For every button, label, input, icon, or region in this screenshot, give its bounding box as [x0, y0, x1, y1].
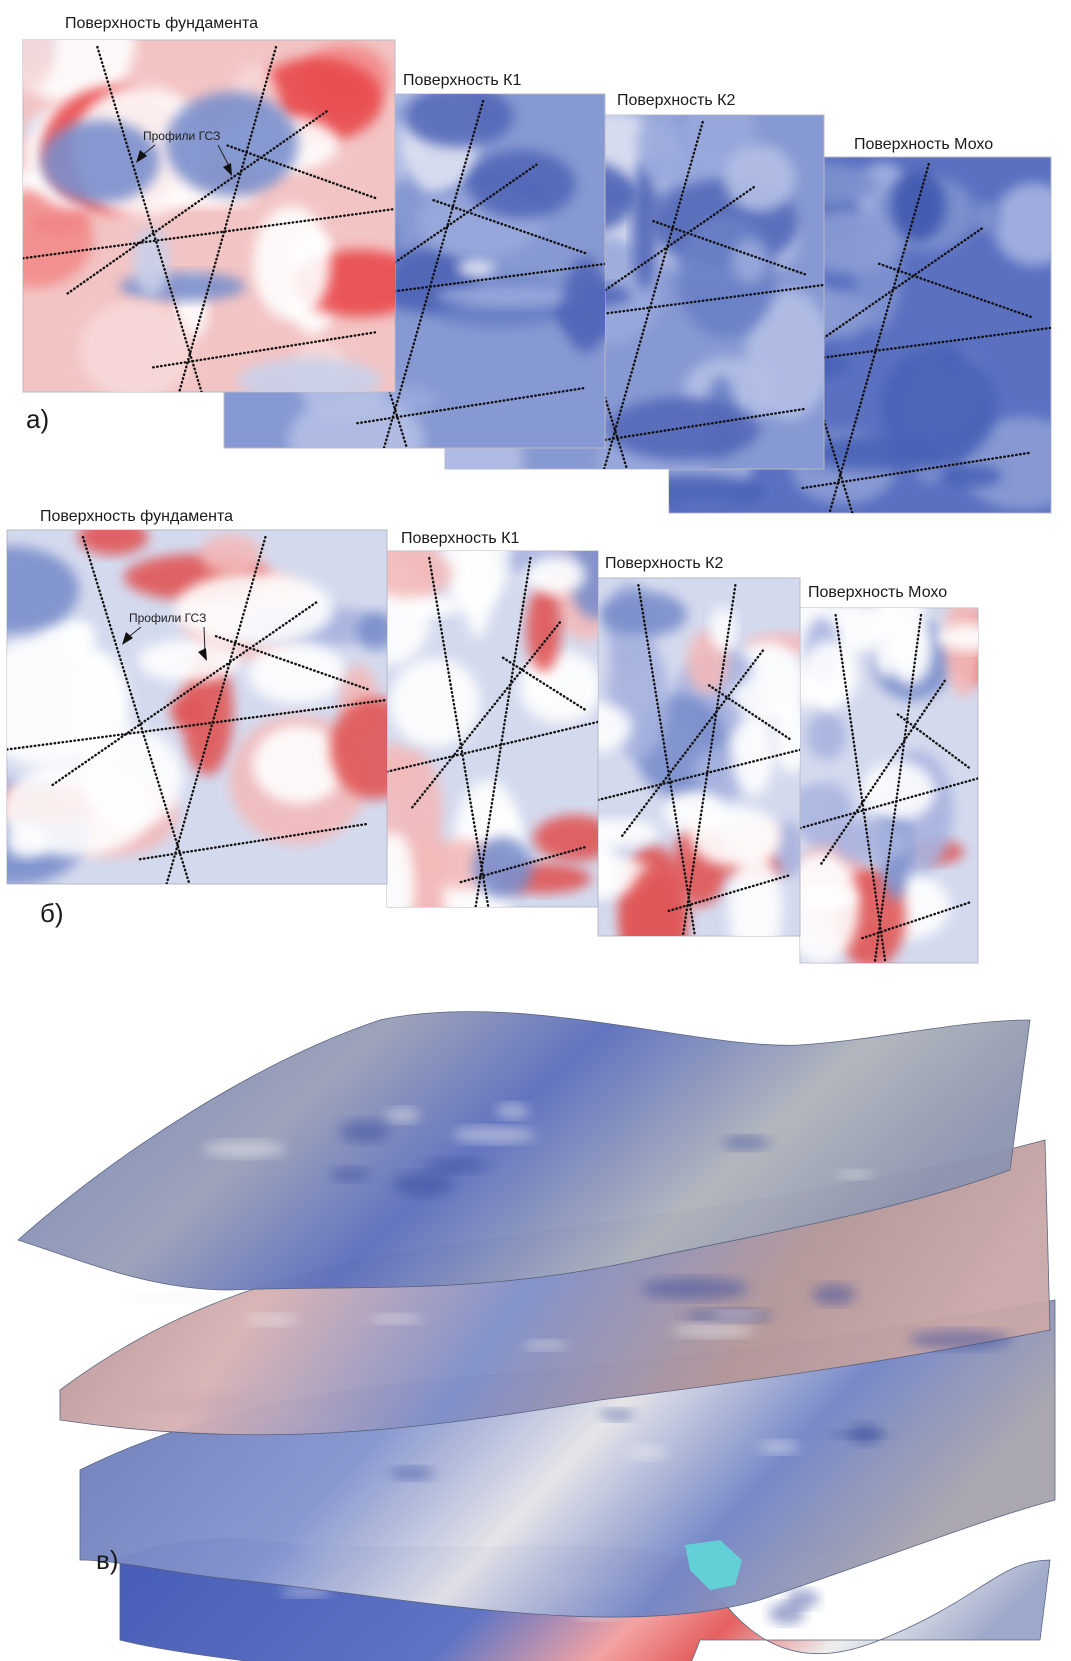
contour-blob — [435, 285, 584, 307]
relief-highlight — [599, 1409, 634, 1420]
relief-highlight — [908, 1330, 1011, 1349]
contour-blob — [732, 713, 774, 795]
contour-blob — [175, 573, 334, 646]
relief-highlight — [522, 1341, 568, 1350]
relief-highlight — [641, 1278, 749, 1300]
contour-blob — [248, 642, 346, 703]
contour-map — [0, 519, 420, 886]
map-title: Поверхность К1 — [403, 72, 522, 89]
contour-blob — [467, 150, 575, 219]
contour-blob — [729, 852, 782, 966]
contour-blob — [564, 256, 608, 353]
contour-map — [0, 0, 430, 404]
relief-highlight — [671, 1323, 755, 1337]
relief-highlight — [385, 1108, 420, 1122]
map-title: Поверхность Мохо — [854, 136, 993, 153]
contour-blob — [1, 6, 55, 90]
relief-highlight — [452, 1127, 535, 1143]
panel-label: б) — [40, 898, 64, 928]
contour-blob — [166, 92, 298, 197]
contour-blob — [0, 761, 151, 856]
contour-map — [769, 546, 1012, 969]
map-title: Поверхность фундамента — [65, 15, 258, 32]
contour-blob — [403, 85, 513, 147]
contour-blob — [200, 534, 261, 574]
relief-highlight — [339, 1120, 390, 1143]
contour-blob — [526, 557, 585, 595]
contour-blob — [972, 202, 1001, 231]
figure: Поверхность Мохо Поверхность К2 Поверхност… — [0, 0, 1071, 1661]
relief-highlight — [496, 1104, 528, 1119]
contour-blob — [63, 620, 95, 661]
annotation: Профили ГСЗ — [129, 611, 206, 625]
relief-highlight — [836, 1170, 873, 1178]
contour-blob — [519, 651, 603, 723]
contour-map — [349, 494, 625, 956]
contour-blob — [942, 465, 1002, 488]
relief-highlight — [392, 1173, 453, 1196]
map-title: Поверхность К2 — [605, 555, 724, 572]
contour-blob — [731, 239, 767, 283]
contour-blob — [806, 712, 846, 760]
relief-highlight — [330, 1168, 371, 1182]
relief-highlight — [812, 1284, 856, 1304]
contour-blob — [606, 397, 759, 460]
relief-highlight — [246, 1314, 298, 1325]
annotation: Профили ГСЗ — [143, 129, 220, 143]
relief-highlight — [124, 1294, 227, 1302]
contour-blob — [624, 866, 683, 998]
page: Surfaces html, body { margin: 0; padding… — [0, 0, 1071, 1661]
contour-blob — [804, 434, 944, 471]
relief-highlight — [424, 1159, 488, 1173]
contour-blob — [609, 474, 766, 508]
contour-blob — [891, 170, 946, 241]
relief-highlight — [722, 1136, 770, 1149]
map-title: Поверхность К2 — [617, 92, 736, 109]
relief-highlight — [389, 1467, 435, 1479]
contour-blob — [253, 726, 345, 804]
contour-blob — [637, 108, 683, 183]
contour-blob — [862, 761, 935, 821]
relief-highlight — [628, 1446, 667, 1460]
map-title: Поверхность фундамента — [40, 508, 233, 525]
relief-highlight — [829, 1431, 890, 1439]
contour-blob — [526, 586, 561, 672]
panel-label: в) — [96, 1545, 118, 1575]
relief-highlight — [203, 1141, 286, 1157]
contour-blob — [389, 658, 480, 747]
contour-blob — [441, 499, 509, 612]
contour-blob — [133, 227, 169, 297]
contour-blob — [802, 641, 859, 708]
map-title: Поверхность Мохо — [808, 584, 947, 601]
body: {"panels": [ {"label": "а)", "note": "Пр… — [0, 0, 1071, 1661]
relief-highlight — [786, 1590, 819, 1608]
surfaces-3d — [18, 1012, 1055, 1661]
relief-highlight — [759, 1441, 800, 1453]
contour-blob — [935, 624, 1012, 652]
relief-highlight — [370, 1315, 423, 1324]
contour-blob — [457, 258, 494, 278]
map-title: Поверхность К1 — [401, 530, 520, 547]
relief-highlight — [709, 1311, 760, 1319]
panel-label: а) — [26, 404, 49, 434]
contour-blob — [886, 546, 925, 673]
contour-blob — [79, 301, 192, 400]
